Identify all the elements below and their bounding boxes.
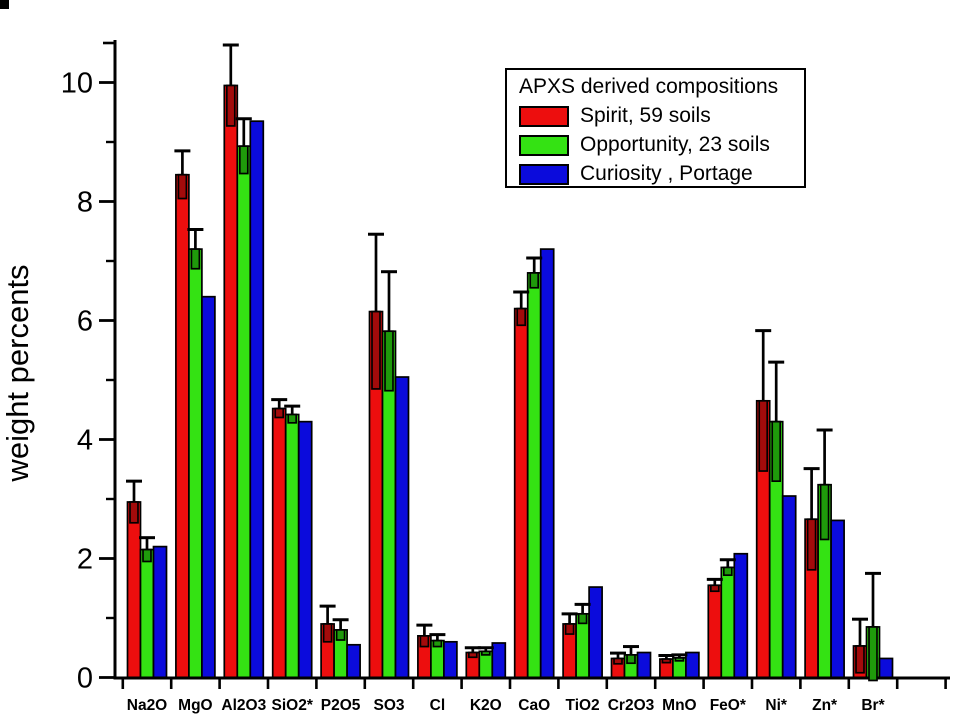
bar-curiosity -MgO bbox=[201, 295, 216, 680]
bar-curiosity -MnO bbox=[685, 651, 700, 680]
y-axis-title: weight percents bbox=[0, 264, 35, 482]
error-box-Na2O bbox=[142, 548, 152, 563]
error-box-K2O bbox=[467, 651, 478, 659]
bar-curiosity -Cr2O3 bbox=[636, 651, 652, 680]
y-tick-label: 8 bbox=[77, 187, 93, 219]
error-box-Na2O bbox=[129, 501, 139, 524]
x-category-label: Br* bbox=[861, 697, 885, 714]
x-category-label: MgO bbox=[178, 697, 212, 714]
x-category-label: Cl bbox=[430, 697, 446, 714]
bar-spirit-CaO bbox=[513, 307, 529, 680]
error-box-CaO bbox=[516, 307, 527, 327]
bar-spirit-MgO bbox=[175, 173, 190, 680]
bar-spirit-Na2O bbox=[126, 501, 142, 680]
legend-box: APXS derived compositions Spirit, 59 soi… bbox=[505, 68, 806, 188]
error-box-Al2O3 bbox=[238, 145, 249, 175]
error-box-MnO bbox=[674, 657, 685, 662]
error-box-MgO bbox=[177, 173, 188, 200]
bar-curiosity -Br* bbox=[878, 657, 894, 680]
y-tick-label: 10 bbox=[61, 68, 93, 100]
error-box-K2O bbox=[480, 650, 491, 656]
error-box-FeO* bbox=[709, 584, 720, 593]
error-box-Zn* bbox=[819, 483, 830, 541]
bar-spirit-SiO2* bbox=[271, 407, 287, 680]
bar-opportunity-Al2O3 bbox=[236, 145, 252, 680]
error-box-Br* bbox=[855, 645, 865, 674]
x-category-label: P2O5 bbox=[321, 697, 361, 714]
error-box-Ni* bbox=[771, 420, 782, 482]
x-category-label: CaO bbox=[518, 697, 550, 714]
error-box-P2O5 bbox=[322, 623, 333, 643]
legend-item-spirit: Spirit, 59 soils bbox=[519, 104, 804, 128]
legend-item-label: Opportunity, 23 soils bbox=[580, 133, 770, 156]
error-box-TiO2 bbox=[577, 612, 588, 625]
error-box-Cr2O3 bbox=[626, 654, 636, 665]
bar-curiosity -Zn* bbox=[830, 519, 845, 680]
legend-item-label: Spirit, 59 soils bbox=[580, 104, 711, 127]
bar-curiosity -TiO2 bbox=[588, 586, 603, 680]
legend-title: APXS derived compositions bbox=[519, 75, 779, 98]
y-tick-label: 4 bbox=[77, 425, 93, 457]
error-box-Ni* bbox=[758, 399, 769, 472]
x-category-label: SiO2* bbox=[272, 697, 314, 714]
curiosity-color-swatch bbox=[519, 163, 569, 185]
error-box-Al2O3 bbox=[225, 84, 236, 127]
bar-curiosity -Ni* bbox=[781, 495, 797, 680]
error-box-Cr2O3 bbox=[613, 657, 623, 665]
legend-item-opportunity: Opportunity, 23 soils bbox=[519, 133, 804, 157]
error-box-SiO2* bbox=[274, 407, 285, 419]
x-category-label: SO3 bbox=[373, 697, 404, 714]
bar-curiosity -K2O bbox=[491, 642, 507, 680]
x-category-label: Cr2O3 bbox=[608, 697, 655, 714]
error-box-Cl bbox=[432, 639, 443, 648]
x-category-label: TiO2 bbox=[566, 697, 600, 714]
bar-curiosity -SO3 bbox=[394, 376, 410, 680]
bar-curiosity -CaO bbox=[539, 248, 555, 680]
error-box-FeO* bbox=[722, 566, 733, 577]
error-box-P2O5 bbox=[335, 629, 346, 641]
x-category-label: MnO bbox=[662, 697, 696, 714]
bar-curiosity -P2O5 bbox=[346, 643, 361, 680]
bar-curiosity -SiO2* bbox=[297, 420, 313, 680]
corner-artifact bbox=[0, 0, 9, 9]
error-box-SiO2* bbox=[287, 413, 298, 424]
opportunity-color-swatch bbox=[519, 134, 569, 156]
x-category-label: Na2O bbox=[127, 697, 168, 714]
bar-curiosity -Na2O bbox=[152, 545, 168, 680]
x-category-label: K2O bbox=[470, 697, 502, 714]
y-tick-label: 2 bbox=[77, 544, 93, 576]
error-box-MnO bbox=[661, 658, 672, 664]
error-box-Br* bbox=[868, 626, 878, 682]
bar-opportunity-CaO bbox=[526, 272, 542, 680]
bar-opportunity-Na2O bbox=[139, 548, 155, 680]
error-box-Zn* bbox=[806, 518, 817, 571]
error-box-Cl bbox=[419, 634, 430, 648]
bar-curiosity -Al2O3 bbox=[249, 120, 265, 680]
y-tick-label: 0 bbox=[77, 663, 93, 695]
y-tick-label: 6 bbox=[77, 306, 93, 338]
legend-item-curiosity: Curiosity , Portage bbox=[519, 162, 804, 186]
x-category-label: FeO* bbox=[710, 697, 747, 714]
bar-curiosity -FeO* bbox=[733, 552, 749, 680]
bar-opportunity-MgO bbox=[188, 248, 203, 680]
error-box-TiO2 bbox=[564, 623, 575, 635]
legend-item-label: Curiosity , Portage bbox=[580, 162, 753, 185]
error-box-CaO bbox=[529, 272, 540, 289]
bar-opportunity-SiO2* bbox=[284, 413, 300, 680]
bar-spirit-Al2O3 bbox=[223, 84, 239, 680]
spirit-color-swatch bbox=[519, 105, 569, 127]
error-box-SO3 bbox=[371, 310, 381, 390]
bar-spirit-FeO* bbox=[707, 584, 723, 680]
bar-curiosity -Cl bbox=[443, 640, 458, 680]
bar-opportunity-FeO* bbox=[720, 566, 736, 680]
x-category-label: Ni* bbox=[765, 697, 788, 714]
error-box-MgO bbox=[190, 248, 201, 270]
x-category-label: Zn* bbox=[812, 697, 838, 714]
x-category-label: Al2O3 bbox=[221, 697, 266, 714]
error-box-SO3 bbox=[384, 330, 394, 392]
